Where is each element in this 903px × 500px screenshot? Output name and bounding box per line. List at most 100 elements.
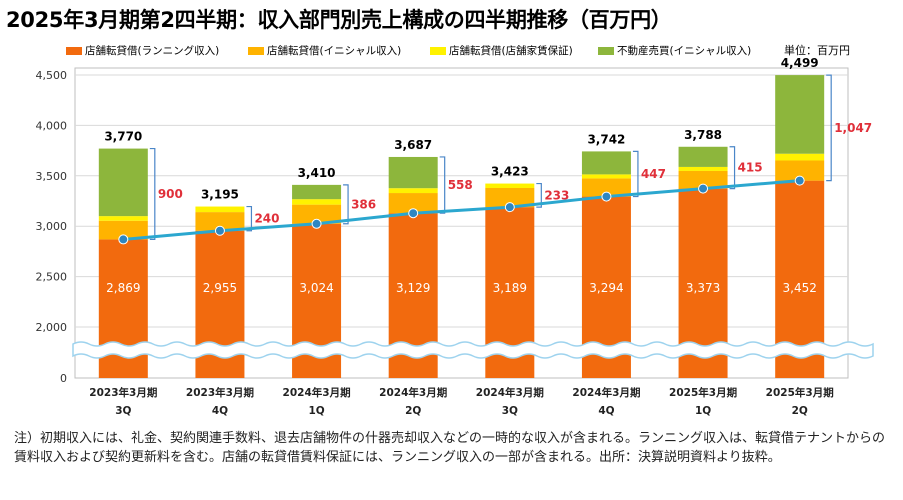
y-tick-label: 0 (60, 372, 67, 385)
unit-label: 単位：百万円 (784, 44, 850, 57)
trend-point (214, 225, 225, 236)
difference-label: 240 (254, 212, 279, 226)
x-tick-label-quarter: 1Q (695, 405, 711, 417)
chart-area: 0 2,000 2,500 3,000 3,500 4,000 4,500 2,869 3,77… (36, 56, 874, 417)
x-tick-label-quarter: 2Q (792, 405, 808, 417)
difference-bracket (343, 184, 349, 225)
trend-point (311, 218, 322, 229)
trend-point (601, 191, 612, 202)
x-tick-label-period: 2024年3月期 (379, 386, 447, 399)
x-tick-label-period: 2024年3月期 (572, 386, 640, 399)
difference-bracket (632, 150, 639, 198)
bar-segment-realestate (581, 151, 631, 175)
y-tick-label: 3,000 (36, 220, 68, 233)
legend-item-realestate: 不動産売買(イニシャル収入) (598, 43, 751, 58)
bar-segment-initial (292, 204, 342, 224)
trend-point (794, 175, 805, 186)
data-label-running: 2,955 (203, 281, 237, 295)
bar-segment-initial (581, 178, 631, 197)
bar-segment-realestate (678, 146, 728, 167)
total-label: 3,195 (201, 188, 239, 202)
y-tick-label: 2,000 (36, 321, 68, 334)
difference-label: 233 (544, 188, 569, 202)
difference-label: 1,047 (834, 121, 872, 135)
bar-segment-guarantee (195, 206, 245, 213)
x-tick-label-quarter: 1Q (308, 405, 324, 417)
difference-bracket (536, 182, 542, 208)
x-tick-label-period: 2025年3月期 (669, 386, 737, 399)
bar-segment-initial (98, 220, 148, 240)
difference-bracket (729, 146, 736, 190)
legend-label-guarantee: 店舗転貸借(店舗家賃保証) (449, 45, 573, 57)
x-tick-label-quarter: 4Q (212, 405, 228, 417)
legend-label-realestate: 不動産売買(イニシャル収入) (617, 45, 752, 57)
trend-point (698, 183, 709, 194)
data-label-running: 3,373 (686, 281, 720, 295)
x-tick-label-period: 2023年3月期 (186, 386, 254, 399)
x-tick-label-period: 2024年3月期 (283, 386, 351, 399)
y-tick-label: 2,500 (36, 271, 68, 284)
bar-segment-initial (678, 170, 728, 189)
data-label-running: 3,294 (589, 281, 623, 295)
x-tick-label-period: 2023年3月期 (89, 386, 157, 399)
difference-bracket (826, 74, 832, 182)
x-tick-label-period: 2025年3月期 (766, 386, 834, 399)
footnote: 注）初期収入には、礼金、契約関連手数料、退去店舗物件の什器売却収入などの一時的な… (14, 431, 886, 465)
legend-item-running: 店舗転貸借(ランニング収入) (66, 43, 219, 58)
difference-label: 415 (738, 161, 763, 175)
y-tick-label: 4,000 (36, 119, 68, 132)
bar-segment-guarantee (775, 153, 825, 161)
total-label: 3,742 (587, 132, 625, 146)
total-label: 4,499 (781, 56, 819, 70)
difference-label: 386 (351, 197, 376, 211)
bar-segment-initial (485, 187, 535, 208)
total-label: 3,410 (298, 166, 336, 180)
trend-point (408, 208, 419, 219)
total-label: 3,423 (491, 165, 529, 179)
total-label: 3,788 (684, 128, 722, 142)
y-tick-label: 3,500 (36, 170, 68, 183)
data-label-running: 2,869 (106, 281, 140, 295)
data-label-running: 3,024 (299, 281, 333, 295)
legend-swatch-guarantee (430, 46, 446, 55)
legend-swatch-realestate (598, 46, 614, 55)
total-label: 3,687 (394, 138, 432, 152)
trend-point (504, 202, 515, 213)
y-tick-label: 4,500 (36, 69, 68, 82)
legend-label-running: 店舗転貸借(ランニング収入) (85, 45, 220, 57)
x-tick-label-quarter: 2Q (405, 405, 421, 417)
bar-segment-initial (775, 160, 825, 181)
trend-line (123, 179, 800, 241)
legend-label-initial: 店舗転貸借(イニシャル収入) (267, 45, 402, 57)
bar-segment-guarantee (581, 174, 631, 179)
x-tick-label-period: 2024年3月期 (476, 386, 544, 399)
axis-break-band (72, 341, 874, 359)
bar-segment-realestate (98, 148, 148, 217)
legend-item-guarantee: 店舗転貸借(店舗家賃保証) (430, 43, 573, 58)
data-label-running: 3,452 (783, 281, 817, 295)
bar-segment-guarantee (678, 166, 728, 171)
bar-segment-initial (195, 212, 245, 231)
legend-item-initial: 店舗転貸借(イニシャル収入) (248, 43, 401, 58)
bar-segment-guarantee (388, 188, 438, 194)
bar-segment-initial (388, 193, 438, 214)
bar-segment-realestate (388, 156, 438, 189)
total-label: 3,770 (104, 130, 142, 144)
plot-frame (74, 67, 849, 379)
difference-label: 447 (641, 167, 666, 181)
legend-swatch-initial (248, 46, 264, 55)
x-tick-label-quarter: 3Q (502, 405, 518, 417)
chart-title: 2025年3月期第2四半期：収入部門別売上構成の四半期推移（百万円） (6, 8, 672, 32)
trend-point (118, 234, 129, 245)
bar-segment-realestate (292, 184, 342, 200)
data-label-running: 3,189 (493, 281, 527, 295)
bar-segment-guarantee (292, 199, 342, 205)
data-label-running: 3,129 (396, 281, 430, 295)
bar-segment-guarantee (98, 216, 148, 221)
difference-bracket (149, 147, 156, 241)
x-tick-label-quarter: 3Q (115, 405, 131, 417)
x-tick-label-quarter: 4Q (598, 405, 614, 417)
difference-label: 558 (448, 178, 473, 192)
difference-bracket (246, 205, 253, 232)
bar-segment-guarantee (485, 183, 535, 188)
